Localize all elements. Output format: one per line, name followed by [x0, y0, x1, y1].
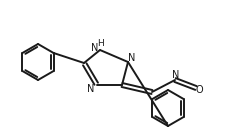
Text: N: N: [91, 43, 99, 53]
Text: N: N: [128, 53, 136, 63]
Text: H: H: [98, 38, 104, 47]
Text: N: N: [172, 70, 180, 80]
Text: O: O: [195, 85, 203, 95]
Text: N: N: [87, 84, 95, 94]
